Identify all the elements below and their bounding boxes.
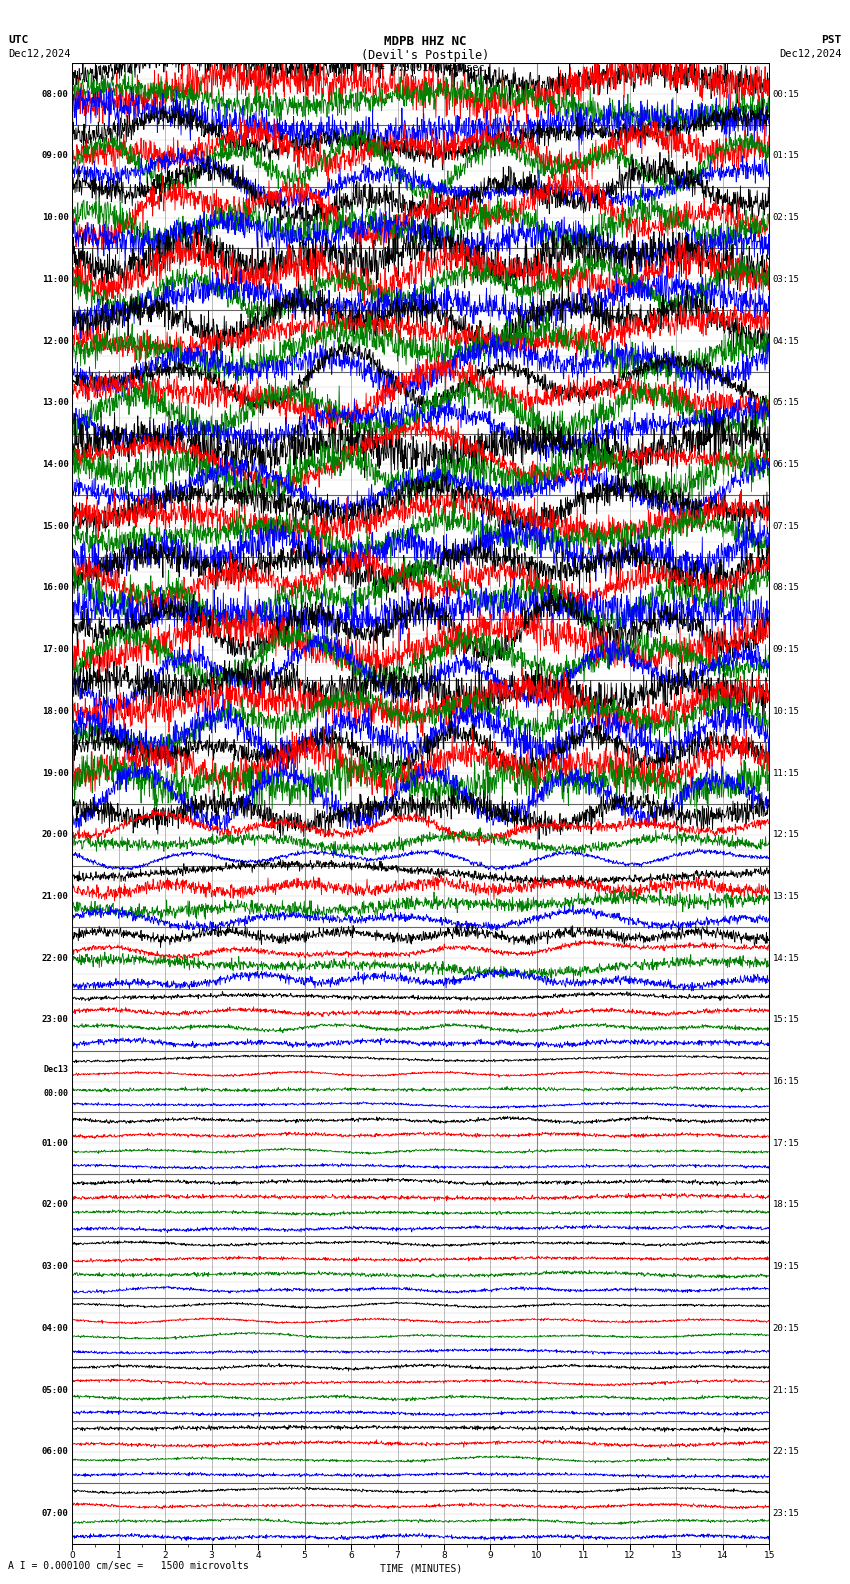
Text: 16:00: 16:00 xyxy=(42,583,69,592)
Text: 13:15: 13:15 xyxy=(773,892,800,901)
Text: 07:00: 07:00 xyxy=(42,1510,69,1517)
Text: 05:15: 05:15 xyxy=(773,398,800,407)
Text: 12:00: 12:00 xyxy=(42,336,69,345)
Text: 07:15: 07:15 xyxy=(773,521,800,531)
Text: UTC: UTC xyxy=(8,35,29,44)
Text: 14:15: 14:15 xyxy=(773,954,800,963)
Text: 12:15: 12:15 xyxy=(773,830,800,840)
Text: 18:00: 18:00 xyxy=(42,706,69,716)
Text: 22:00: 22:00 xyxy=(42,954,69,963)
Text: 23:00: 23:00 xyxy=(42,1015,69,1025)
Text: 21:00: 21:00 xyxy=(42,892,69,901)
Text: 03:15: 03:15 xyxy=(773,276,800,284)
Text: 22:15: 22:15 xyxy=(773,1448,800,1456)
Text: 17:00: 17:00 xyxy=(42,645,69,654)
Text: 06:00: 06:00 xyxy=(42,1448,69,1456)
Text: 15:15: 15:15 xyxy=(773,1015,800,1025)
Text: 09:15: 09:15 xyxy=(773,645,800,654)
Text: 04:00: 04:00 xyxy=(42,1324,69,1332)
Text: 23:15: 23:15 xyxy=(773,1510,800,1517)
Text: MDPB HHZ NC: MDPB HHZ NC xyxy=(383,35,467,48)
X-axis label: TIME (MINUTES): TIME (MINUTES) xyxy=(380,1563,462,1573)
Text: I = 0.000100 cm/sec: I = 0.000100 cm/sec xyxy=(366,63,484,73)
Text: 20:00: 20:00 xyxy=(42,830,69,840)
Text: 02:00: 02:00 xyxy=(42,1201,69,1210)
Text: 11:00: 11:00 xyxy=(42,276,69,284)
Text: 06:15: 06:15 xyxy=(773,459,800,469)
Text: 03:00: 03:00 xyxy=(42,1262,69,1272)
Text: 01:00: 01:00 xyxy=(42,1139,69,1148)
Text: 08:15: 08:15 xyxy=(773,583,800,592)
Text: 19:15: 19:15 xyxy=(773,1262,800,1272)
Text: 16:15: 16:15 xyxy=(773,1077,800,1087)
Text: PST: PST xyxy=(821,35,842,44)
Text: Dec13: Dec13 xyxy=(43,1064,69,1074)
Text: Dec12,2024: Dec12,2024 xyxy=(779,49,842,59)
Text: 19:00: 19:00 xyxy=(42,768,69,778)
Text: 10:15: 10:15 xyxy=(773,706,800,716)
Text: 14:00: 14:00 xyxy=(42,459,69,469)
Text: 13:00: 13:00 xyxy=(42,398,69,407)
Text: 02:15: 02:15 xyxy=(773,214,800,222)
Text: 15:00: 15:00 xyxy=(42,521,69,531)
Text: 18:15: 18:15 xyxy=(773,1201,800,1210)
Text: 11:15: 11:15 xyxy=(773,768,800,778)
Text: 05:00: 05:00 xyxy=(42,1386,69,1394)
Text: 20:15: 20:15 xyxy=(773,1324,800,1332)
Text: 21:15: 21:15 xyxy=(773,1386,800,1394)
Text: 01:15: 01:15 xyxy=(773,152,800,160)
Text: 09:00: 09:00 xyxy=(42,152,69,160)
Text: 04:15: 04:15 xyxy=(773,336,800,345)
Text: A I = 0.000100 cm/sec =   1500 microvolts: A I = 0.000100 cm/sec = 1500 microvolts xyxy=(8,1562,249,1571)
Text: (Devil's Postpile): (Devil's Postpile) xyxy=(361,49,489,62)
Text: 00:15: 00:15 xyxy=(773,90,800,98)
Text: 10:00: 10:00 xyxy=(42,214,69,222)
Text: 00:00: 00:00 xyxy=(43,1088,69,1098)
Text: Dec12,2024: Dec12,2024 xyxy=(8,49,71,59)
Text: 17:15: 17:15 xyxy=(773,1139,800,1148)
Text: 08:00: 08:00 xyxy=(42,90,69,98)
